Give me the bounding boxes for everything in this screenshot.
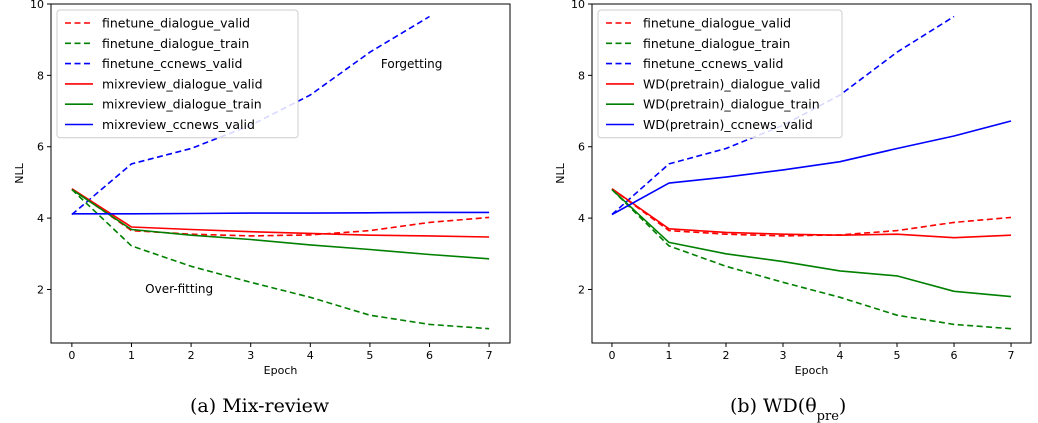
legend-entry-label: finetune_ccnews_valid — [102, 56, 242, 71]
x-tick-label: 5 — [894, 349, 901, 362]
y-axis-label: NLL — [13, 162, 26, 183]
panel-caption: (b) WD(θpre) — [730, 395, 846, 423]
x-tick-label: 3 — [779, 349, 786, 362]
series-line-WD(pretrain)_dialogue_train — [611, 189, 1012, 298]
annotation-label: Forgetting — [381, 57, 443, 71]
x-tick-label: 1 — [665, 349, 672, 362]
plot-area-frame — [591, 3, 1032, 344]
series-line-mixreview_dialogue_valid — [71, 188, 490, 238]
series-line-finetune_dialogue_train — [611, 189, 1012, 330]
panel-caption-subscript: pre — [817, 409, 840, 423]
x-tick-label: 3 — [247, 349, 254, 362]
legend-entry-label: finetune_dialogue_train — [102, 36, 249, 51]
legend-entry-label: WD(pretrain)_dialogue_valid — [643, 76, 821, 91]
x-axis-label: Epoch — [264, 364, 298, 377]
legend-entry-label: finetune_dialogue_valid — [102, 16, 250, 31]
legend-entry-label: mixreview_dialogue_train — [102, 97, 262, 112]
legend-entry-label: WD(pretrain)_ccnews_valid — [643, 117, 813, 132]
legend-box — [56, 9, 299, 139]
y-tick-label: 4 — [578, 212, 585, 225]
x-tick-label: 0 — [68, 349, 75, 362]
x-tick-label: 2 — [188, 349, 195, 362]
y-tick-label: 10 — [30, 0, 44, 11]
y-tick-label: 8 — [578, 69, 585, 82]
annotation-label: Over-fitting — [145, 282, 213, 296]
legend-entry-label: WD(pretrain)_dialogue_train — [643, 97, 820, 112]
x-tick-label: 6 — [951, 349, 958, 362]
x-tick-label: 6 — [426, 349, 433, 362]
legend-box — [597, 9, 843, 139]
chart-panel-0: 0 1 2 3 4 5 6 7 2 4 6 8 10 Epoch NLL Forgetting Over-fit… — [13, 0, 511, 417]
chart-panel-1: 0 1 2 3 4 5 6 7 2 4 6 8 10 Epoch NLL finetune_dialogue_… — [554, 0, 1032, 423]
y-tick-label: 2 — [37, 283, 44, 296]
y-tick-label: 6 — [578, 141, 585, 154]
legend-entry-label: finetune_dialogue_train — [643, 36, 790, 51]
panel-caption-suffix: ) — [839, 395, 846, 417]
legend-entry-label: finetune_dialogue_valid — [643, 16, 791, 31]
x-tick-label: 4 — [837, 349, 844, 362]
legend-entry-label: mixreview_ccnews_valid — [102, 117, 255, 132]
y-tick-label: 4 — [37, 212, 44, 225]
x-axis-label: Epoch — [795, 364, 829, 377]
panel-caption: (a) Mix-review — [190, 395, 330, 417]
y-tick-label: 6 — [37, 141, 44, 154]
y-tick-label: 2 — [578, 283, 585, 296]
x-tick-label: 0 — [608, 349, 615, 362]
x-tick-label: 5 — [366, 349, 373, 362]
plot-area-frame — [50, 3, 511, 344]
series-line-finetune_dialogue_train — [71, 189, 490, 330]
x-tick-label: 1 — [128, 349, 135, 362]
series-line-mixreview_dialogue_train — [71, 188, 490, 260]
y-axis-label: NLL — [554, 162, 567, 183]
series-line-WD(pretrain)_dialogue_valid — [611, 188, 1012, 239]
y-tick-label: 8 — [37, 69, 44, 82]
series-line-mixreview_ccnews_valid — [71, 211, 490, 215]
x-tick-label: 7 — [1008, 349, 1015, 362]
x-tick-label: 4 — [307, 349, 314, 362]
x-tick-label: 7 — [486, 349, 493, 362]
x-tick-label: 2 — [722, 349, 729, 362]
legend-entry-label: finetune_ccnews_valid — [643, 56, 783, 71]
series-line-finetune_dialogue_valid — [71, 188, 490, 237]
series-line-finetune_ccnews_valid — [611, 15, 955, 216]
series-line-WD(pretrain)_ccnews_valid — [611, 120, 1012, 216]
y-tick-label: 10 — [571, 0, 585, 11]
legend-entry-label: mixreview_dialogue_valid — [102, 76, 263, 91]
